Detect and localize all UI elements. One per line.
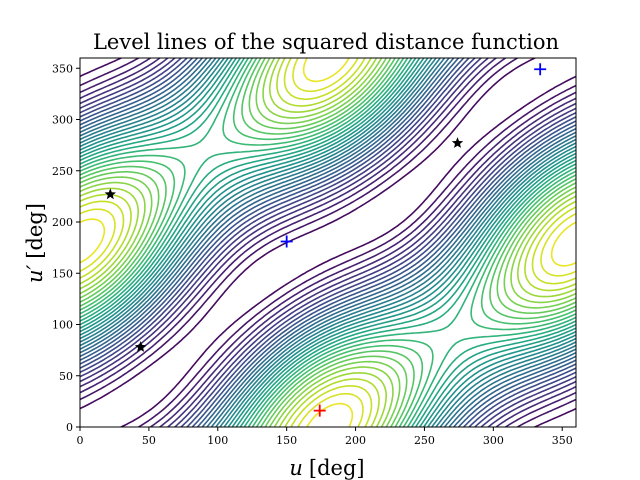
contour-level [80,58,576,427]
y-tick-label: 350 [52,62,73,75]
x-tick-label: 0 [77,434,84,447]
contour-level [80,58,576,427]
y-axis-label: u′ [deg] [23,203,47,283]
x-tick-label: 350 [552,434,573,447]
x-tick-label: 50 [142,434,156,447]
contour-level [80,58,576,427]
contour-level [80,58,576,427]
contour-level [80,58,576,427]
contour-level [80,58,576,427]
point-markers [104,63,547,417]
x-tick-label: 300 [483,434,504,447]
y-axis-ticks: 0 50 100 150 200 250 300 350 [52,62,80,434]
contour-level [80,58,576,427]
x-axis-label: u [deg] [289,456,364,480]
x-tick-label: 100 [207,434,228,447]
global-minimum-marker [313,404,326,417]
contour-level [80,58,576,427]
saddle-star-marker [104,188,116,200]
contour-level [80,58,576,427]
contour-level [80,58,576,427]
contour-lines [80,58,576,427]
local-minimum-marker [534,63,547,76]
contour-level [80,58,576,427]
x-axis-ticks: 0 50 100 150 200 250 300 350 [77,427,573,447]
contour-level [80,58,576,427]
y-tick-label: 250 [52,165,73,178]
saddle-star-marker [134,341,147,352]
contour-level [80,58,576,427]
contour-level [80,58,576,427]
y-tick-label: 100 [52,319,73,332]
contour-level [80,58,576,427]
plot-frame [79,57,577,428]
y-axis-variable: u′ [23,264,47,283]
y-axis-unit: [deg] [23,203,47,259]
y-tick-label: 200 [52,216,73,229]
saddle-star-marker [451,137,464,148]
local-minimum-marker [280,235,293,248]
y-tick-label: 150 [52,267,73,280]
chart-title: Level lines of the squared distance func… [93,30,559,54]
contour-level [80,58,576,427]
contour-level [80,58,576,427]
contour-level [80,58,576,427]
y-tick-label: 50 [59,370,73,383]
x-axis-variable: u [289,456,303,480]
x-tick-label: 150 [276,434,297,447]
x-tick-label: 250 [414,434,435,447]
y-tick-label: 0 [66,421,73,434]
contour-level [80,58,576,427]
x-tick-label: 200 [345,434,366,447]
x-axis-unit: [deg] [309,456,365,480]
y-tick-label: 300 [52,114,73,127]
contour-level [80,58,576,427]
contour-level [80,58,576,427]
